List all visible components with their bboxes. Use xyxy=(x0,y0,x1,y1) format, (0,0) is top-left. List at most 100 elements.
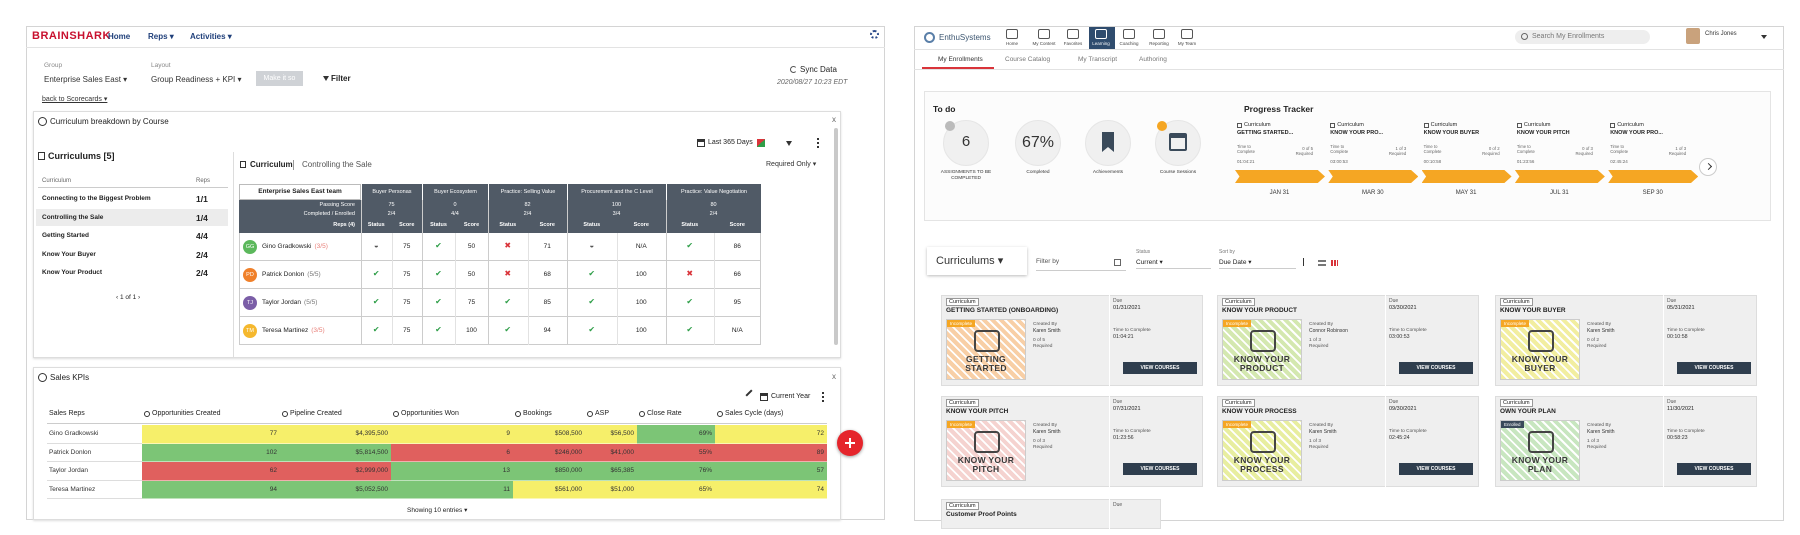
tracker-time: 01:04:21 xyxy=(1237,159,1255,164)
card-divider xyxy=(1109,396,1110,487)
card-title[interactable]: KNOW YOUR BUYER xyxy=(1500,307,1566,314)
nav-item[interactable]: Reps ▾ xyxy=(148,32,174,41)
view-courses-button[interactable]: VIEW COURSES xyxy=(1123,463,1197,475)
stat-value: 67% xyxy=(1021,134,1055,151)
kpi-header[interactable]: Bookings xyxy=(523,410,552,417)
sort-select[interactable]: Due Date ▾ xyxy=(1219,258,1296,269)
tab[interactable]: Course Catalog xyxy=(1005,56,1051,63)
tracker-time: 00:10:58 xyxy=(1423,159,1442,164)
nav-item[interactable]: Home xyxy=(108,32,131,41)
time-value: 00:10:58 xyxy=(1667,334,1688,340)
user-name[interactable]: Chris Jones xyxy=(1705,31,1737,37)
passing-score: 0 xyxy=(453,202,457,208)
curriculum-name[interactable]: Know Your Buyer xyxy=(42,250,96,258)
due-label: Due xyxy=(1667,298,1677,304)
close-button[interactable]: x xyxy=(832,115,836,124)
tab[interactable]: Authoring xyxy=(1139,56,1167,63)
curriculum-name[interactable]: Know Your Product xyxy=(42,269,103,276)
course-header: Practice: Value Negotiation xyxy=(666,184,761,200)
header-line xyxy=(47,423,827,424)
list-view[interactable] xyxy=(1318,260,1326,266)
nav-item[interactable]: Activities ▾ xyxy=(190,32,232,41)
curriculum-name[interactable]: Controlling the Sale xyxy=(42,213,104,221)
back-link[interactable]: back to Scorecards ▾ xyxy=(42,96,108,103)
column-line xyxy=(666,200,667,345)
nav-item[interactable]: Reporting xyxy=(1149,41,1169,46)
kpi-cell: $5,052,500 xyxy=(280,480,391,500)
add-button[interactable] xyxy=(837,430,863,456)
search-box[interactable]: Search My Enrollments xyxy=(1515,30,1650,44)
date-range[interactable]: Last 365 Days xyxy=(708,139,753,146)
more-icon[interactable] xyxy=(817,138,819,148)
score: 75 xyxy=(403,243,411,250)
curriculum-reps: 4/4 xyxy=(196,231,208,241)
user-menu[interactable] xyxy=(1761,35,1767,39)
kpi-header[interactable]: Sales Reps xyxy=(49,410,85,417)
tracker-required: 1 of 3 Required xyxy=(1668,146,1687,156)
group-select[interactable]: Enterprise Sales East ▾ xyxy=(44,75,128,84)
status-select[interactable]: Current ▾ xyxy=(1136,258,1211,269)
kpi-header[interactable]: Sales Cycle (days) xyxy=(725,410,784,417)
card-title[interactable]: KNOW YOUR PROCESS xyxy=(1222,408,1297,415)
curriculum-name[interactable]: Getting Started xyxy=(42,232,89,239)
tab[interactable]: My Enrollments xyxy=(938,56,983,63)
tracker-time: 02:45:24 xyxy=(1610,159,1628,164)
nav-item[interactable]: Home xyxy=(1005,41,1018,46)
cell-line xyxy=(616,289,618,317)
next-button[interactable] xyxy=(1699,158,1717,176)
kpi-header[interactable]: Opportunities Won xyxy=(401,410,459,417)
card-image: KNOW YOUR BUYER Incomplete xyxy=(1500,319,1580,380)
layout-select[interactable]: Group Readiness + KPI ▾ xyxy=(151,75,242,84)
sync-button[interactable]: Sync Data xyxy=(800,65,837,74)
tracker-tag: Curriculum xyxy=(1523,122,1551,128)
grid-view[interactable] xyxy=(1331,260,1338,266)
kpi-cell: 69% xyxy=(637,425,715,444)
panel-title: Sales KPIs xyxy=(50,373,90,382)
view-courses-button[interactable]: VIEW COURSES xyxy=(1123,362,1197,374)
time-value: 00:58:23 xyxy=(1667,435,1688,441)
nav-item[interactable]: My Content xyxy=(1032,41,1056,46)
card-title[interactable]: GETTING STARTED (ONBOARDING) xyxy=(946,307,1059,314)
tracker-tag: Curriculum xyxy=(1337,122,1364,128)
view-courses-button[interactable]: VIEW COURSES xyxy=(1677,463,1751,475)
period-select[interactable]: Current Year xyxy=(771,393,811,400)
filter-icon xyxy=(323,76,329,81)
kpi-header[interactable]: Opportunities Created xyxy=(152,410,221,417)
settings-icon[interactable] xyxy=(870,30,879,39)
color-icon[interactable] xyxy=(757,139,765,147)
nav-item[interactable]: Favorites xyxy=(1063,41,1083,46)
sort-direction[interactable] xyxy=(1303,258,1304,266)
apply-button[interactable]: Make it so xyxy=(256,71,303,86)
status-icon: ✔ xyxy=(435,241,442,250)
nav-item[interactable]: Learning xyxy=(1092,41,1110,46)
view-courses-button[interactable]: VIEW COURSES xyxy=(1399,362,1473,374)
required-filter[interactable]: Required Only ▾ xyxy=(766,161,817,168)
rep-name: Taylor Jordan xyxy=(262,299,302,306)
field-label: Status xyxy=(1136,249,1151,255)
filter-input[interactable]: Filter by xyxy=(1036,258,1060,265)
kpi-header[interactable]: Pipeline Created xyxy=(290,410,342,417)
more-icon[interactable] xyxy=(822,392,824,402)
card-title[interactable]: Customer Proof Points xyxy=(946,511,1017,518)
cell-line xyxy=(616,261,618,289)
view-courses-button[interactable]: VIEW COURSES xyxy=(1677,362,1751,374)
crumb-separator xyxy=(293,160,294,170)
view-select[interactable]: Curriculums ▾ xyxy=(927,247,1027,275)
filter-button[interactable]: Filter xyxy=(331,74,351,83)
entries-select[interactable]: Showing 10 entries ▾ xyxy=(407,507,468,514)
nav-item[interactable]: Coaching xyxy=(1119,41,1139,46)
view-courses-button[interactable]: VIEW COURSES xyxy=(1399,463,1473,475)
card-title[interactable]: KNOW YOUR PITCH xyxy=(946,408,1009,415)
nav-item[interactable]: My Team xyxy=(1177,41,1197,46)
card-title[interactable]: KNOW YOUR PRODUCT xyxy=(1222,307,1297,314)
kpi-header[interactable]: ASP xyxy=(595,410,610,417)
kpi-header[interactable]: Close Rate xyxy=(647,410,682,417)
due-date: 07/31/2021 xyxy=(1113,406,1141,412)
tab[interactable]: My Transcript xyxy=(1078,56,1118,63)
kpi-cell: Teresa Martinez xyxy=(47,480,142,500)
card-title[interactable]: OWN YOUR PLAN xyxy=(1500,408,1556,415)
filter-icon[interactable] xyxy=(786,141,792,146)
header-icon xyxy=(393,411,399,417)
curriculum-name[interactable]: Connecting to the Biggest Problem xyxy=(42,195,151,202)
close-button[interactable]: x xyxy=(832,372,836,381)
